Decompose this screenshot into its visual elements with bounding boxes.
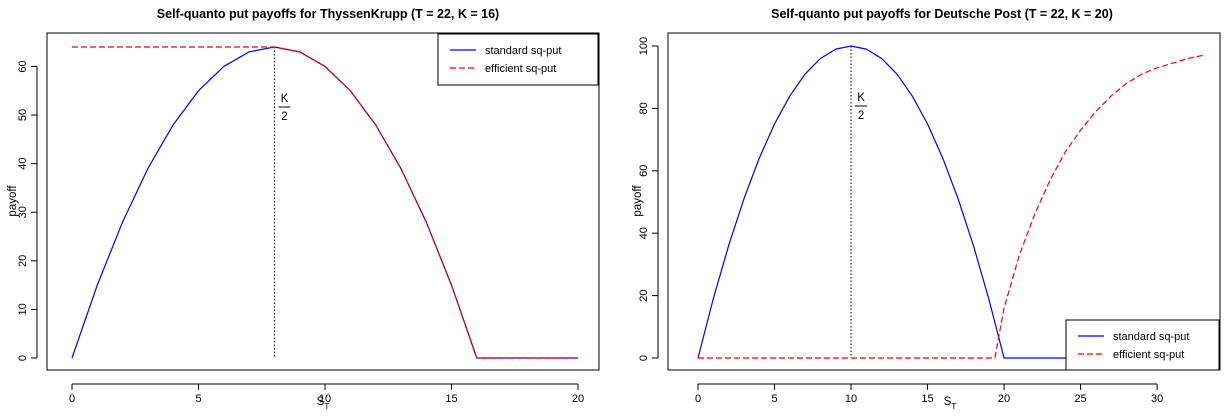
x-tick-label: 5 — [195, 393, 201, 405]
x-axis-label: ST — [944, 396, 957, 411]
y-tick-label: 40 — [638, 227, 650, 239]
annotation-numerator: K — [281, 93, 289, 105]
x-axis-label: ST — [317, 396, 330, 411]
y-tick-label: 20 — [638, 289, 650, 301]
annotation-denominator: 2 — [281, 111, 287, 123]
legend: standard sq-put efficient sq-put — [1065, 319, 1220, 371]
y-tick-label: 60 — [638, 165, 650, 177]
y-tick-label: 0 — [638, 355, 650, 361]
y-tick-label: 40 — [17, 158, 29, 170]
y-tick-label: 60 — [17, 60, 29, 72]
legend-box — [1065, 319, 1220, 371]
x-axis: 0 5 10 15 20 25 30 — [695, 383, 1163, 405]
x-tick-label: 10 — [319, 393, 331, 405]
series-line-efficient-sq-put — [72, 46, 578, 359]
x-tick-label: 20 — [572, 393, 584, 405]
annotation-numerator: K — [857, 92, 865, 104]
y-tick-label: 30 — [17, 206, 29, 218]
y-axis: 0 20 40 60 80 100 — [638, 37, 659, 361]
legend-label: standard sq-put — [1113, 331, 1189, 343]
chart-deutsche-post: Self-quanto put payoffs for Deutsche Pos… — [632, 7, 1221, 411]
y-tick-label: 80 — [638, 102, 650, 114]
legend-label: efficient sq-put — [1113, 349, 1184, 361]
x-tick-label: 30 — [1151, 393, 1163, 405]
plot-frame — [46, 32, 600, 371]
x-tick-label: 10 — [845, 393, 857, 405]
chart-thyssenkrupp: Self-quanto put payoffs for ThyssenKrupp… — [7, 7, 600, 411]
x-tick-label: 5 — [771, 393, 777, 405]
y-axis-label: payoff — [7, 185, 19, 217]
plot-frame — [667, 32, 1221, 371]
legend-box — [437, 33, 599, 86]
y-tick-label: 100 — [638, 37, 650, 55]
x-tick-label: 15 — [445, 393, 457, 405]
legend-label: standard sq-put — [485, 45, 561, 57]
legend-label: efficient sq-put — [485, 63, 556, 75]
y-axis-label: payoff — [632, 185, 644, 217]
y-tick-label: 0 — [17, 355, 29, 361]
y-tick-label: 50 — [17, 109, 29, 121]
series-line-efficient-sq-put — [698, 54, 1204, 359]
x-tick-label: 15 — [921, 393, 933, 405]
k-half-annotation: K2 — [850, 46, 868, 358]
x-axis: 0 5 10 15 20 — [69, 383, 584, 405]
x-tick-label: 0 — [69, 393, 75, 405]
y-axis: 0 10 20 30 40 50 60 — [17, 60, 38, 361]
annotation-denominator: 2 — [858, 110, 864, 122]
y-tick-label: 10 — [17, 303, 29, 315]
chart-title: Self-quanto put payoffs for ThyssenKrupp… — [157, 7, 499, 21]
series-lines — [71, 46, 578, 359]
k-half-annotation: K2 — [273, 47, 291, 358]
x-tick-label: 0 — [695, 393, 701, 405]
chart-title: Self-quanto put payoffs for Deutsche Pos… — [771, 7, 1113, 21]
x-tick-label: 25 — [1074, 393, 1086, 405]
legend: standard sq-put efficient sq-put — [437, 33, 599, 86]
y-tick-label: 20 — [17, 255, 29, 267]
x-tick-label: 20 — [998, 393, 1010, 405]
